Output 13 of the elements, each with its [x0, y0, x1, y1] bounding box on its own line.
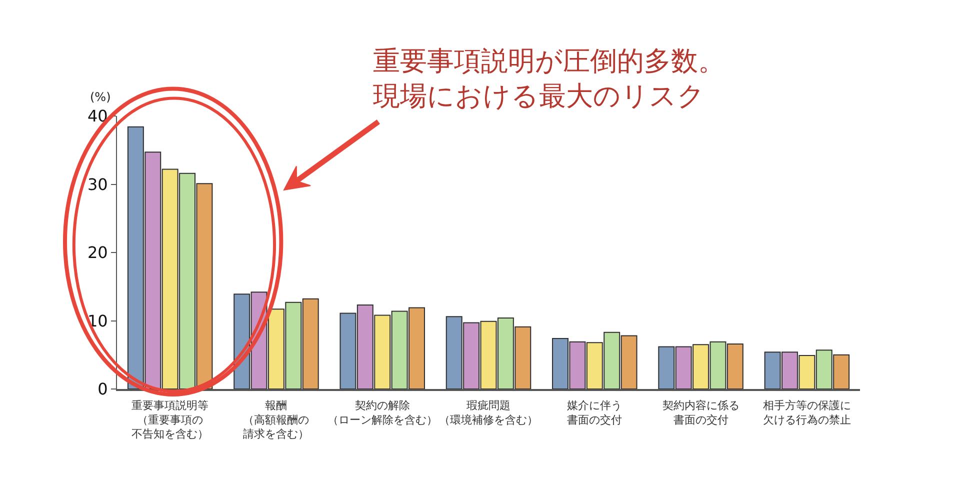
y-tick-label: 0: [98, 380, 108, 399]
y-axis-title: (%): [90, 90, 111, 104]
x-tick-label: 瑕疵問題（環境補修を含む）: [439, 398, 538, 426]
y-tick-label: 30: [87, 174, 108, 194]
x-tick-label: 重要事項説明等（重要事項の不告知を含む）: [132, 398, 209, 441]
x-tick-label: 契約の解除（ローン解除を含む）: [327, 398, 438, 426]
x-tick-label: 相手方等の保護に欠ける行為の禁止: [762, 398, 851, 426]
x-tick-label: 媒介に伴う書面の交付: [567, 398, 622, 426]
x-tick-label: 契約内容に係る書面の交付: [662, 398, 740, 426]
x-tick-label: 報酬（高額報酬の請求を含む）: [243, 398, 310, 441]
text: 重要事項説明が圧倒的多数。現場における最大のリスク: [373, 46, 725, 112]
y-tick-label: 20: [87, 243, 108, 262]
y-tick-label: 40: [87, 106, 108, 126]
